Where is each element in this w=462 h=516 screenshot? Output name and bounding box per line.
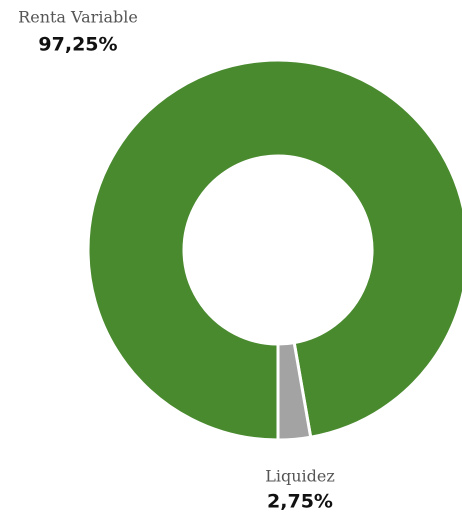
donut-slice: [276, 340, 313, 442]
slice-label: Renta Variable: [18, 8, 138, 27]
slice-value-label: 97,25%: [38, 34, 117, 56]
donut-slice: [86, 58, 462, 442]
slice-value-label: 2,75%: [267, 491, 333, 513]
slice-label: Liquidez: [265, 467, 335, 486]
